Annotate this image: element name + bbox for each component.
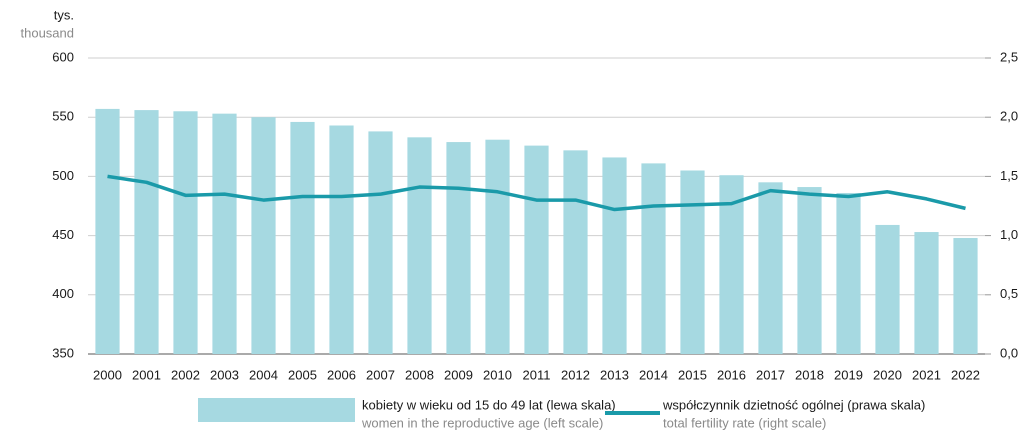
bar [797,187,822,354]
bar [875,224,900,354]
bar [953,237,978,354]
x-tick-label: 2015 [678,367,707,382]
bar [329,125,354,354]
x-tick-label: 2016 [717,367,746,382]
bar [641,163,666,354]
bar [134,110,159,354]
x-tick-label: 2020 [873,367,902,382]
x-tick-label: 2001 [132,367,161,382]
y2-tick-label: 2,0 [1000,109,1018,124]
y2-tick-label: 0,0 [1000,345,1018,360]
y2-tick-label: 1,0 [1000,227,1018,242]
x-tick-label: 2019 [834,367,863,382]
y-tick-label: 350 [52,345,74,360]
bar [290,121,315,354]
x-tick-label: 2009 [444,367,473,382]
x-tick-label: 2021 [912,367,941,382]
bar [836,192,861,354]
bar [563,150,588,354]
x-tick-label: 2006 [327,367,356,382]
bar [95,108,120,354]
x-tick-label: 2005 [288,367,317,382]
bar [758,182,783,354]
x-tick-label: 2000 [93,367,122,382]
bar [914,232,939,354]
bar [485,139,510,354]
x-tick-label: 2007 [366,367,395,382]
bar [173,111,198,354]
bar [524,145,549,354]
y-tick-label: 500 [52,168,74,183]
y-tick-label: 600 [52,49,74,64]
bar [368,131,393,354]
y-tick-label: 400 [52,286,74,301]
legend-swatch [198,398,355,422]
x-tick-label: 2018 [795,367,824,382]
legend-label: kobiety w wieku od 15 do 49 lat (lewa sk… [362,397,616,412]
y-unit-label: tys. [54,7,74,22]
y2-tick-label: 1,5 [1000,168,1018,183]
bar [446,142,471,354]
x-tick-label: 2012 [561,367,590,382]
line [107,174,966,212]
bar [680,170,705,354]
bar [407,137,432,354]
y-tick-label: 550 [52,109,74,124]
x-tick-label: 2011 [523,367,551,382]
x-tick-label: 2002 [171,367,200,382]
x-tick-label: 2014 [639,367,668,382]
y-tick-label: 450 [52,227,74,242]
legend-label-en: total fertility rate (right scale) [663,415,826,430]
bar [212,113,237,354]
legend-label: współczynnik dzietność ogólnej (prawa sk… [662,397,925,412]
x-tick-label: 2004 [249,367,278,382]
x-tick-label: 2022 [951,367,980,382]
x-tick-label: 2013 [600,367,629,382]
x-tick-label: 2008 [405,367,434,382]
y-unit-label-en: thousand [21,25,75,40]
bar [251,117,276,354]
x-tick-label: 2003 [210,367,239,382]
x-tick-label: 2010 [483,367,512,382]
y2-tick-label: 2,5 [1000,49,1018,64]
y2-tick-label: 0,5 [1000,286,1018,301]
bar [602,157,627,354]
x-tick-label: 2017 [756,367,785,382]
legend-label-en: women in the reproductive age (left scal… [361,415,603,430]
